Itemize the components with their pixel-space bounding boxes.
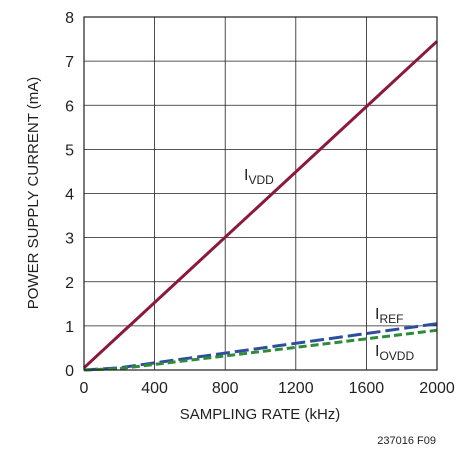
series-label-ivdd: IVDD	[244, 167, 274, 187]
y-tick-label: 4	[65, 187, 74, 204]
series-line-iref	[83, 322, 438, 372]
x-tick-label: 800	[212, 380, 239, 397]
figure-id: 237016 F09	[377, 435, 436, 447]
y-tick-label: 2	[65, 275, 74, 292]
y-tick-label: 5	[65, 142, 74, 159]
y-tick-label: 1	[65, 319, 74, 336]
x-tick-label: 2000	[419, 380, 455, 397]
y-tick-label: 0	[65, 363, 74, 380]
plot-frame	[83, 16, 438, 371]
x-axis-label: SAMPLING RATE (kHz)	[180, 406, 341, 423]
y-tick-label: 3	[65, 231, 74, 248]
x-tick-label: 400	[141, 380, 168, 397]
series-label-iovdd: IOVDD	[375, 343, 414, 363]
x-tick-label: 1200	[278, 380, 314, 397]
series-label-iref-sub: REF	[379, 312, 403, 326]
series-label-ivdd-main: I	[244, 167, 248, 184]
x-tick-labels: 0 400 800 1200 1600 2000	[80, 380, 455, 397]
y-tick-labels: 0 1 2 3 4 5 6 7 8	[65, 10, 74, 380]
x-tick-label: 1600	[349, 380, 385, 397]
series-label-ivdd-sub: VDD	[248, 173, 274, 187]
series-label-iref: IREF	[375, 306, 403, 326]
y-tick-label: 7	[65, 54, 74, 71]
series-line-ivdd	[82, 40, 439, 369]
series-label-iref-main: I	[375, 306, 379, 323]
y-axis-label: POWER SUPPLY CURRENT (mA)	[25, 77, 42, 310]
y-tick-label: 8	[65, 10, 74, 27]
x-tick-label: 0	[80, 380, 89, 397]
series-label-iovdd-sub: OVDD	[379, 349, 414, 363]
series-lines	[82, 40, 439, 372]
y-tick-label: 6	[65, 98, 74, 115]
series-label-iovdd-main: I	[375, 343, 379, 360]
